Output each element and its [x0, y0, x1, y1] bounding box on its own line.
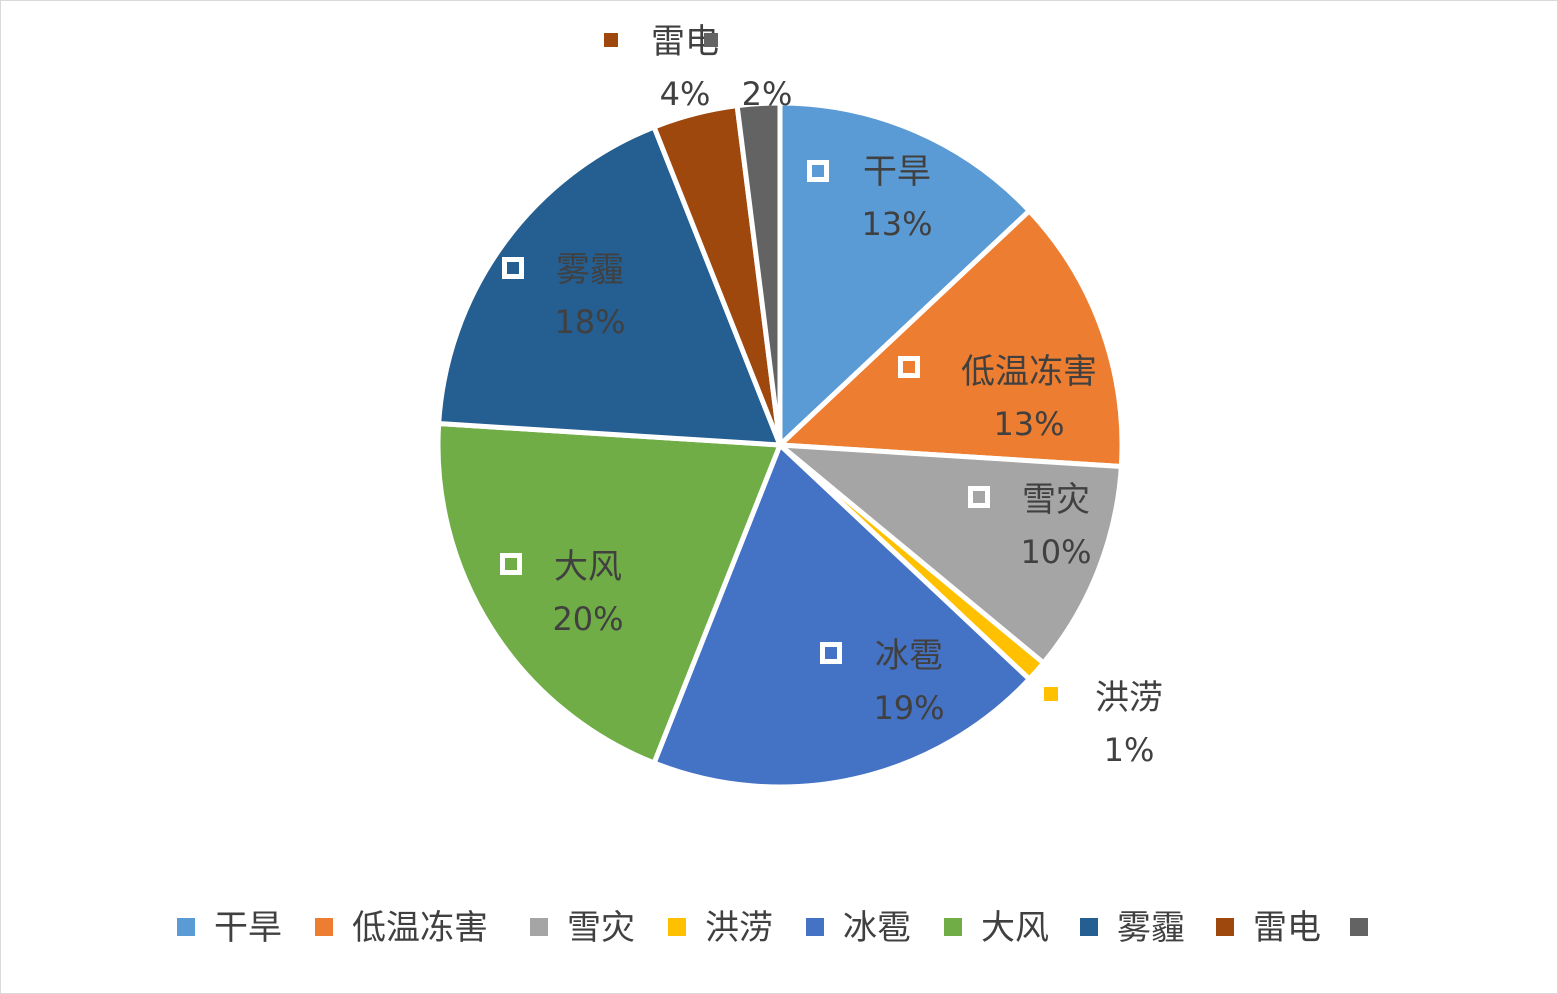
pie-slice-0 [777, 100, 1032, 448]
legend-item-2: 雪灾 [530, 908, 635, 948]
data-label-4: 冰雹 19% [873, 636, 944, 727]
data-label-name-1: 低温冻害 [961, 352, 1097, 392]
data-labels: 干旱13%低温冻害13%雪灾10%洪涝1%冰雹19%大风20%雾霾18%雷电4%… [500, 22, 1163, 769]
data-label-name-3: 洪涝 [1095, 678, 1163, 718]
legend-swatch-6 [1080, 918, 1098, 936]
label-marker-6 [507, 262, 519, 274]
legend-item-8 [1350, 918, 1368, 936]
data-label-name-5: 大风 [554, 547, 622, 587]
pie-slice-1 [777, 208, 1125, 469]
data-label-name-2: 雪灾 [1022, 480, 1090, 520]
label-marker-2 [973, 491, 985, 503]
legend-label-7: 雷电 [1253, 908, 1321, 948]
data-label-2: 雪灾 10% [1020, 480, 1091, 571]
legend-label-1: 低温冻害 [352, 908, 488, 948]
legend-swatch-5 [944, 918, 962, 936]
legend-swatch-1 [315, 918, 333, 936]
data-label-6: 雾霾 18% [554, 250, 625, 341]
legend-label-6: 雾霾 [1117, 908, 1185, 948]
label-marker-1 [903, 361, 915, 373]
data-label-name-0: 干旱 [863, 152, 931, 192]
label-marker-4 [825, 647, 837, 659]
legend-item-1: 低温冻害 [315, 908, 488, 948]
legend-swatch-2 [530, 918, 548, 936]
data-label-3: 洪涝 1% [1095, 678, 1163, 769]
legend-item-3: 洪涝 [668, 908, 773, 948]
legend-swatch-0 [177, 918, 195, 936]
data-label-1: 低温冻害 13% [961, 352, 1097, 443]
label-marker-5 [505, 558, 517, 570]
legend-item-0: 干旱 [177, 908, 282, 948]
data-label-value-3: 1% [1104, 731, 1155, 769]
data-label-name-4: 冰雹 [875, 636, 943, 676]
label-marker-0 [812, 165, 824, 177]
legend-label-4: 冰雹 [843, 908, 911, 948]
label-marker-3 [1044, 687, 1058, 701]
pie-slice-8 [734, 100, 783, 448]
legend-label-2: 雪灾 [567, 908, 635, 948]
legend-label-0: 干旱 [214, 908, 282, 948]
data-label-value-2: 10% [1020, 533, 1091, 571]
data-label-0: 干旱 13% [861, 152, 932, 243]
data-label-value-0: 13% [861, 205, 932, 243]
pie-slice-2 [777, 442, 1124, 666]
data-label-value-7: 4% [660, 75, 711, 113]
pie-slice-5 [435, 421, 783, 766]
legend-item-5: 大风 [944, 908, 1049, 948]
data-label-value-6: 18% [554, 303, 625, 341]
pie-slices [435, 100, 1125, 790]
legend-swatch-3 [668, 918, 686, 936]
legend-swatch-8 [1350, 918, 1368, 936]
legend-swatch-7 [1216, 918, 1234, 936]
data-label-value-5: 20% [552, 600, 623, 638]
legend-item-4: 冰雹 [806, 908, 911, 948]
data-label-value-4: 19% [873, 689, 944, 727]
data-label-8: 2% [742, 75, 793, 113]
legend: 干旱 低温冻害 雪灾 洪涝 冰雹 大风 雾霾 雷电 [177, 908, 1368, 948]
data-label-5: 大风 20% [552, 547, 623, 638]
legend-item-7: 雷电 [1216, 908, 1321, 948]
legend-swatch-4 [806, 918, 824, 936]
label-marker-7 [604, 33, 618, 47]
legend-label-5: 大风 [981, 908, 1049, 948]
label-marker-8 [704, 33, 718, 47]
data-label-value-8: 2% [742, 75, 793, 113]
data-label-name-6: 雾霾 [556, 250, 624, 290]
pie-slice-6 [436, 124, 783, 448]
legend-item-6: 雾霾 [1080, 908, 1185, 948]
legend-label-3: 洪涝 [705, 908, 773, 948]
data-label-value-1: 13% [993, 405, 1064, 443]
